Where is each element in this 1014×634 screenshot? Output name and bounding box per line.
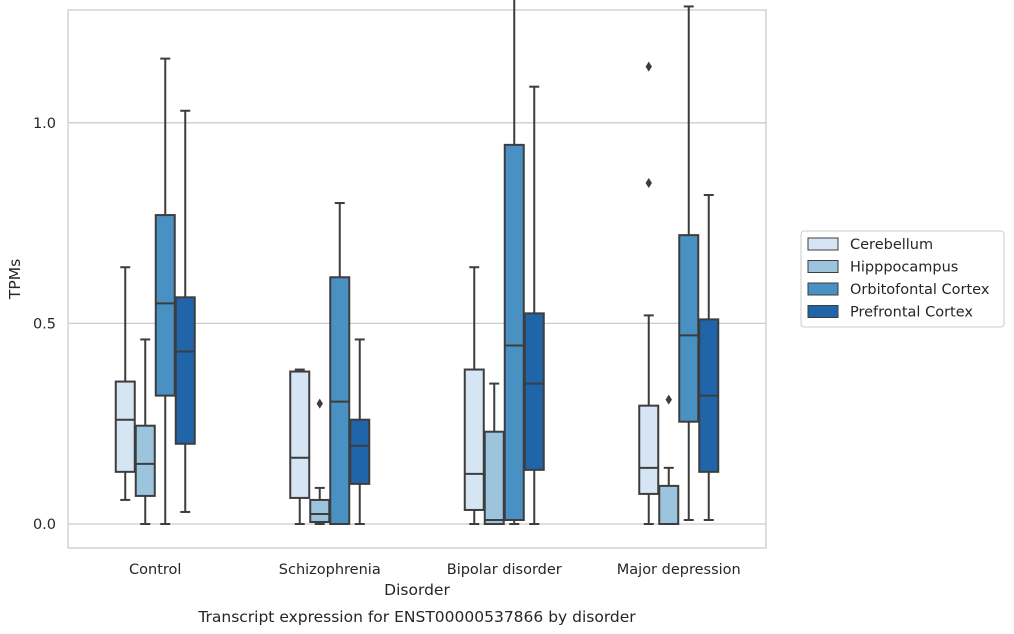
legend-entry-label: Cerebellum bbox=[850, 237, 933, 253]
box-iqr bbox=[638, 404, 660, 495]
legend-entry-label: Prefrontal Cortex bbox=[850, 305, 973, 321]
box-hipppocampus bbox=[483, 382, 505, 525]
box-iqr bbox=[329, 276, 351, 525]
box-iqr bbox=[658, 484, 680, 525]
plot-area-frame bbox=[67, 9, 767, 549]
box-iqr bbox=[678, 234, 700, 423]
box-prefrontal-cortex bbox=[174, 109, 196, 513]
box-cerebellum bbox=[289, 368, 311, 525]
box-cerebellum bbox=[638, 61, 660, 525]
box-cerebellum bbox=[463, 266, 485, 525]
x-axis-label: Disorder bbox=[384, 581, 450, 599]
box-orbitofontal-cortex bbox=[678, 5, 700, 521]
legend-swatch bbox=[807, 282, 839, 296]
legend-entry-label: Hipppocampus bbox=[850, 260, 958, 276]
box-prefrontal-cortex bbox=[698, 194, 720, 521]
box-iqr bbox=[503, 143, 525, 521]
box-hipppocampus bbox=[309, 398, 331, 525]
legend: Cerebellum Hipppocampus Orbitofontal Corte… bbox=[800, 230, 1005, 328]
outlier-point bbox=[665, 394, 672, 405]
x-tick-label: Control bbox=[129, 562, 181, 578]
legend-frame bbox=[800, 230, 1005, 328]
box-iqr bbox=[174, 296, 196, 445]
box-hipppocampus bbox=[658, 394, 680, 525]
x-tick-label: Schizophrenia bbox=[279, 562, 381, 578]
y-tick-label: 0.0 bbox=[33, 517, 56, 533]
outlier-point bbox=[645, 61, 652, 72]
figure-caption: Transcript expression for ENST0000053786… bbox=[197, 608, 636, 626]
box-iqr bbox=[463, 368, 485, 511]
x-axis-ticks: Control Schizophrenia Bipolar disorder Majo… bbox=[129, 562, 741, 578]
outlier-point bbox=[316, 398, 323, 409]
box-iqr bbox=[483, 430, 505, 525]
legend-swatch bbox=[807, 260, 839, 273]
box-iqr bbox=[523, 312, 545, 471]
box-iqr bbox=[289, 370, 311, 499]
box-iqr bbox=[154, 214, 176, 397]
legend-swatch bbox=[807, 305, 839, 318]
box-orbitofontal-cortex bbox=[503, 0, 525, 525]
box-iqr bbox=[309, 498, 331, 523]
box-prefrontal-cortex bbox=[523, 85, 545, 525]
legend-swatch bbox=[807, 237, 839, 251]
box-prefrontal-cortex bbox=[349, 338, 371, 525]
box-groups bbox=[114, 0, 720, 525]
y-tick-label: 0.5 bbox=[33, 316, 56, 332]
x-tick-label: Bipolar disorder bbox=[447, 562, 562, 578]
y-tick-label: 1.0 bbox=[33, 116, 56, 132]
y-axis-label: TPMs bbox=[6, 259, 24, 300]
box-orbitofontal-cortex bbox=[329, 202, 351, 525]
y-axis-ticks: 0.00.51.01.52.02.5 bbox=[33, 116, 56, 533]
box-orbitofontal-cortex bbox=[154, 57, 176, 525]
box-iqr bbox=[134, 424, 156, 497]
box-hipppocampus bbox=[134, 338, 156, 525]
x-tick-label: Major depression bbox=[617, 562, 741, 578]
box-cerebellum bbox=[114, 266, 136, 501]
outlier-point bbox=[645, 177, 652, 188]
box-iqr bbox=[349, 418, 371, 485]
legend-entry-label: Orbitofontal Cortex bbox=[850, 282, 990, 298]
box-iqr bbox=[114, 380, 136, 473]
